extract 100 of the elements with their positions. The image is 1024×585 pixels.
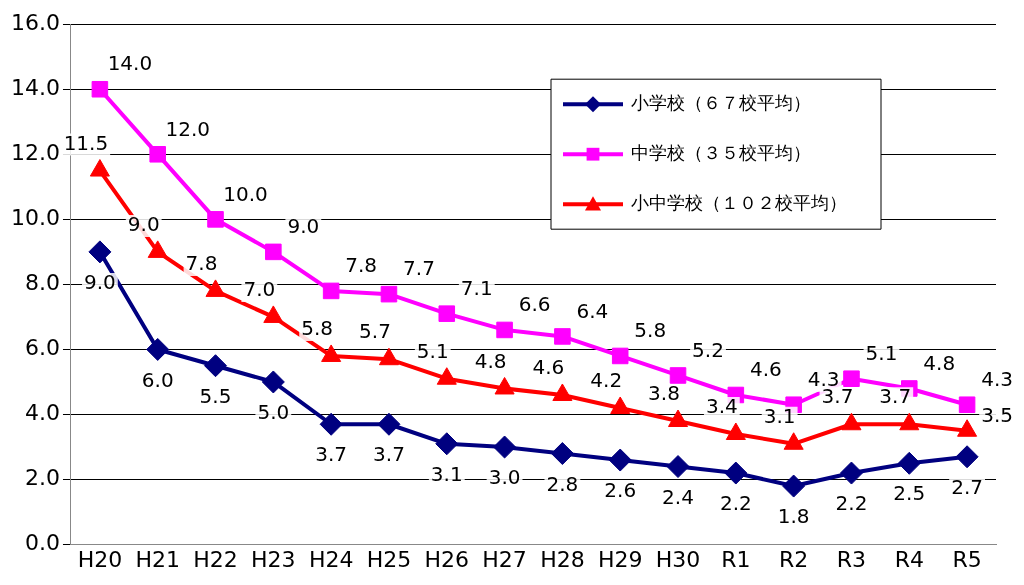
- data-label: 1.8: [777, 504, 810, 529]
- x-tick-label: H30: [655, 546, 701, 572]
- legend-label: 小中学校（１０２校平均）: [631, 191, 847, 213]
- data-label: 3.8: [648, 381, 680, 406]
- point: [897, 451, 921, 475]
- data-label: 7.0: [243, 277, 276, 302]
- point: [958, 396, 976, 414]
- point: [207, 211, 224, 228]
- x-tick-label: H24: [308, 546, 354, 572]
- x-tick-label: H28: [540, 546, 585, 572]
- data-label: 6.6: [518, 292, 551, 317]
- point: [380, 285, 398, 303]
- point: [149, 146, 166, 163]
- point: [438, 305, 456, 322]
- data-label: 10.0: [223, 181, 268, 206]
- y-tick-label: 4.0: [24, 400, 60, 426]
- point: [554, 328, 571, 345]
- data-label: 5.1: [416, 338, 449, 363]
- data-label: 3.0: [488, 465, 521, 490]
- data-label: 5.8: [301, 316, 334, 341]
- data-label: 9.0: [287, 214, 320, 239]
- data-label: 2.4: [662, 484, 694, 509]
- x-tick-label: H29: [597, 546, 643, 572]
- data-label: 7.7: [403, 256, 435, 281]
- data-label: 3.7: [373, 442, 405, 467]
- data-label: 11.5: [63, 130, 109, 155]
- x-tick-label: H26: [424, 546, 470, 572]
- point: [669, 367, 687, 384]
- data-label: 7.8: [345, 253, 378, 278]
- data-label: 4.2: [590, 368, 623, 393]
- data-label: 7.8: [185, 251, 218, 276]
- y-tick-label: 0.0: [24, 530, 60, 556]
- data-label: 3.1: [430, 461, 463, 486]
- data-label: 3.7: [879, 384, 912, 409]
- y-tick-label: 16.0: [11, 9, 60, 35]
- x-tick-label: R3: [836, 546, 867, 572]
- data-label: 5.1: [865, 340, 898, 365]
- point: [377, 412, 401, 436]
- legend-label: 中学校（３５校平均）: [631, 141, 811, 163]
- point: [843, 370, 860, 387]
- data-label: 5.5: [199, 383, 232, 408]
- data-label: 2.8: [546, 471, 579, 496]
- data-label: 6.0: [141, 367, 174, 392]
- point: [550, 442, 574, 466]
- point: [496, 321, 513, 339]
- data-label: 3.4: [705, 394, 738, 419]
- y-tick-label: 2.0: [24, 465, 60, 491]
- point: [435, 432, 459, 456]
- point: [322, 282, 340, 300]
- data-label: 2.6: [604, 478, 637, 503]
- data-label: 4.6: [532, 355, 565, 380]
- point: [611, 347, 629, 365]
- y-tick-label: 14.0: [11, 74, 60, 100]
- point: [666, 455, 690, 479]
- data-label: 4.8: [923, 350, 956, 375]
- x-tick-label: H22: [193, 546, 238, 572]
- data-label: 9.0: [127, 212, 160, 237]
- x-tick-label: H20: [77, 546, 123, 572]
- y-tick-label: 10.0: [11, 205, 60, 231]
- point: [204, 354, 228, 378]
- y-tick-label: 6.0: [24, 335, 60, 361]
- data-label: 5.8: [634, 318, 667, 343]
- data-label: 2.7: [951, 474, 983, 499]
- x-tick-label: H27: [482, 546, 527, 572]
- point: [146, 337, 170, 361]
- data-label: 3.1: [763, 403, 796, 428]
- x-tick-label: H25: [366, 546, 412, 572]
- data-label: 6.4: [576, 298, 609, 323]
- legend-label: 小学校（６７校平均）: [631, 91, 811, 113]
- data-label: 7.1: [460, 275, 493, 300]
- data-label: 4.6: [749, 357, 782, 382]
- point: [91, 80, 109, 98]
- y-tick-label: 8.0: [24, 270, 60, 296]
- point: [319, 412, 343, 436]
- x-tick-label: R2: [779, 546, 809, 572]
- x-tick-label: R1: [721, 546, 751, 572]
- data-label: 2.2: [835, 491, 868, 516]
- point: [493, 435, 517, 459]
- x-tick-label: H21: [135, 546, 180, 572]
- data-label: 2.2: [719, 491, 752, 516]
- data-label: 4.3: [981, 366, 1013, 391]
- x-tick-label: H23: [251, 546, 296, 572]
- data-label: 4.8: [474, 348, 507, 373]
- x-tick-label: R5: [952, 546, 982, 572]
- data-label: 14.0: [107, 51, 153, 76]
- x-tick-label: R4: [894, 546, 924, 572]
- point: [88, 240, 112, 264]
- point: [261, 370, 285, 394]
- point: [265, 243, 282, 261]
- data-label: 9.0: [83, 270, 116, 295]
- data-label: 5.2: [692, 337, 724, 362]
- data-label: 2.5: [893, 481, 926, 506]
- data-label: 12.0: [165, 116, 210, 141]
- data-label: 3.5: [981, 402, 1013, 427]
- y-tick-label: 12.0: [11, 140, 60, 166]
- point: [608, 448, 632, 472]
- point: [839, 461, 863, 485]
- point: [724, 461, 748, 485]
- data-label: 5.7: [359, 319, 391, 344]
- point: [955, 445, 979, 469]
